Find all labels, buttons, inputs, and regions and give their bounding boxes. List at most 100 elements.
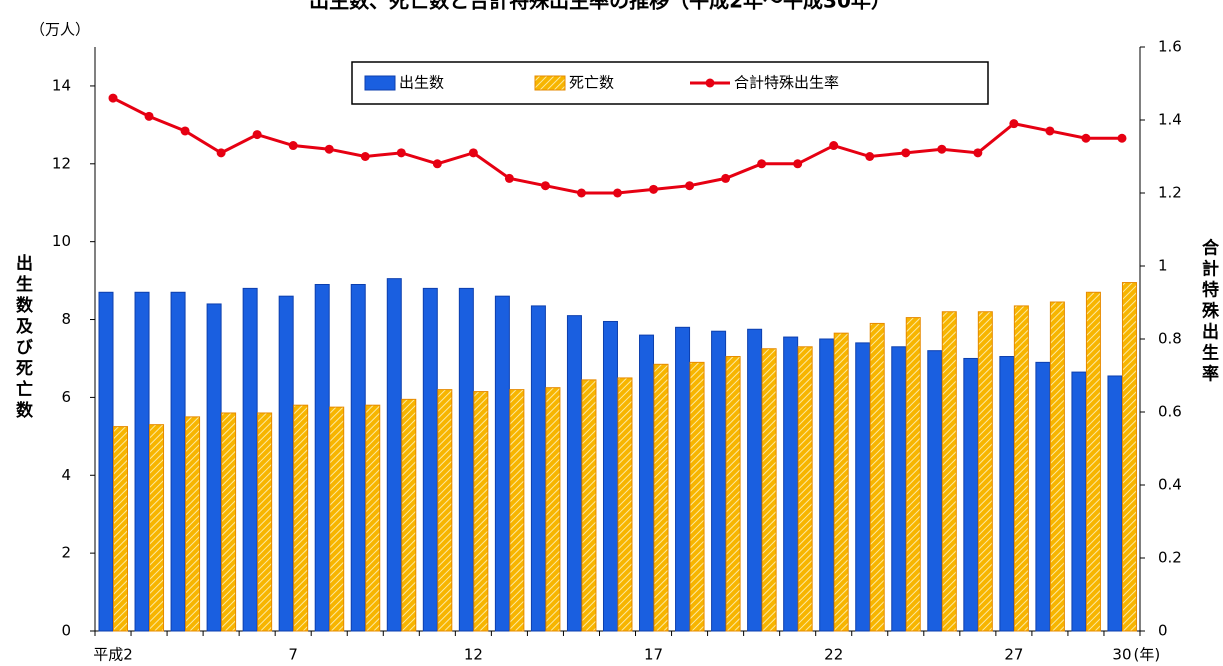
bar <box>675 326 691 632</box>
point <box>360 152 370 161</box>
y2-tick-label: 0.6 <box>1158 403 1182 421</box>
y2-tick-label: 0.4 <box>1158 476 1182 494</box>
point <box>324 144 334 154</box>
bar <box>350 283 366 632</box>
bar <box>242 287 258 632</box>
point <box>1009 119 1019 129</box>
y-unit: （万人） <box>30 21 90 39</box>
bar <box>293 404 309 632</box>
bar <box>422 287 438 632</box>
bar <box>545 387 561 632</box>
bar <box>1107 375 1123 632</box>
point <box>540 181 550 191</box>
y-tick-label: 12 <box>52 154 71 172</box>
x-tick-label: 27 <box>1004 646 1023 664</box>
point <box>721 173 731 183</box>
point <box>1117 133 1127 143</box>
bar <box>1085 291 1101 632</box>
bar <box>711 330 727 632</box>
y-axis-label: 出生数及び死亡数 <box>12 253 33 422</box>
bar <box>927 350 943 632</box>
bar <box>278 295 294 632</box>
bar <box>185 416 201 632</box>
bar <box>963 357 979 632</box>
bar <box>473 391 489 632</box>
bar <box>113 426 128 632</box>
bar <box>530 305 546 632</box>
point <box>108 93 118 103</box>
bar <box>206 303 222 632</box>
bar <box>797 346 813 632</box>
bar <box>999 356 1015 632</box>
x-unit: (年) <box>1134 646 1161 664</box>
y-tick-label: 2 <box>61 544 71 562</box>
x-tick-label: 7 <box>288 646 298 664</box>
bar <box>1013 305 1029 632</box>
y2-tick-label: 1.4 <box>1158 111 1182 129</box>
bar <box>437 389 453 632</box>
point <box>1045 126 1055 136</box>
bar <box>314 283 330 632</box>
bar <box>566 315 582 632</box>
bar <box>869 322 885 632</box>
bar <box>329 406 345 632</box>
bar <box>855 342 871 632</box>
point <box>180 126 190 136</box>
bar <box>221 412 237 632</box>
bar <box>98 291 114 632</box>
legend-label: 合計特殊出生率 <box>734 74 839 92</box>
bar <box>1121 282 1137 632</box>
y-tick-label: 14 <box>52 76 71 94</box>
bar <box>891 346 907 632</box>
point <box>216 148 226 158</box>
point <box>144 111 154 121</box>
x-tick-label: 30 <box>1112 646 1131 664</box>
point <box>1081 133 1091 143</box>
bar <box>761 348 777 632</box>
point <box>685 181 695 191</box>
y-tick-label: 0 <box>61 622 71 640</box>
legend-swatch <box>534 75 566 91</box>
point <box>865 152 875 161</box>
bar <box>905 317 921 632</box>
point <box>432 159 442 169</box>
bar <box>783 336 799 632</box>
y2-tick-label: 0.2 <box>1158 549 1182 567</box>
y-tick-label: 8 <box>61 310 71 328</box>
bar <box>941 311 957 632</box>
legend-label: 出生数 <box>399 74 444 92</box>
legend-marker <box>705 78 715 88</box>
bar <box>149 424 165 632</box>
point <box>468 148 478 158</box>
legend-box <box>351 61 989 105</box>
bar <box>257 412 273 632</box>
y-tick-label: 10 <box>52 232 71 250</box>
point <box>649 184 659 194</box>
y2-tick-label: 1.2 <box>1158 184 1182 202</box>
x-tick-label: 22 <box>824 646 843 664</box>
point <box>901 148 911 158</box>
bar <box>1049 301 1065 632</box>
bar <box>134 291 150 632</box>
legend-swatch <box>364 75 396 91</box>
point <box>504 173 514 183</box>
bar <box>819 338 835 632</box>
point <box>937 144 947 154</box>
point <box>973 148 983 158</box>
y2-axis-label: 合計特殊出生率 <box>1198 237 1219 385</box>
y2-tick-label: 0.8 <box>1158 330 1182 348</box>
bar <box>602 320 618 632</box>
line <box>112 96 1122 195</box>
bar <box>653 363 669 632</box>
bar <box>494 295 510 632</box>
point <box>396 148 406 158</box>
point <box>829 141 839 151</box>
bar <box>386 278 402 632</box>
bar <box>509 389 525 632</box>
point <box>613 188 622 198</box>
bar <box>617 377 633 632</box>
bar <box>833 332 849 632</box>
bar <box>1071 371 1087 632</box>
bar <box>1035 361 1051 632</box>
